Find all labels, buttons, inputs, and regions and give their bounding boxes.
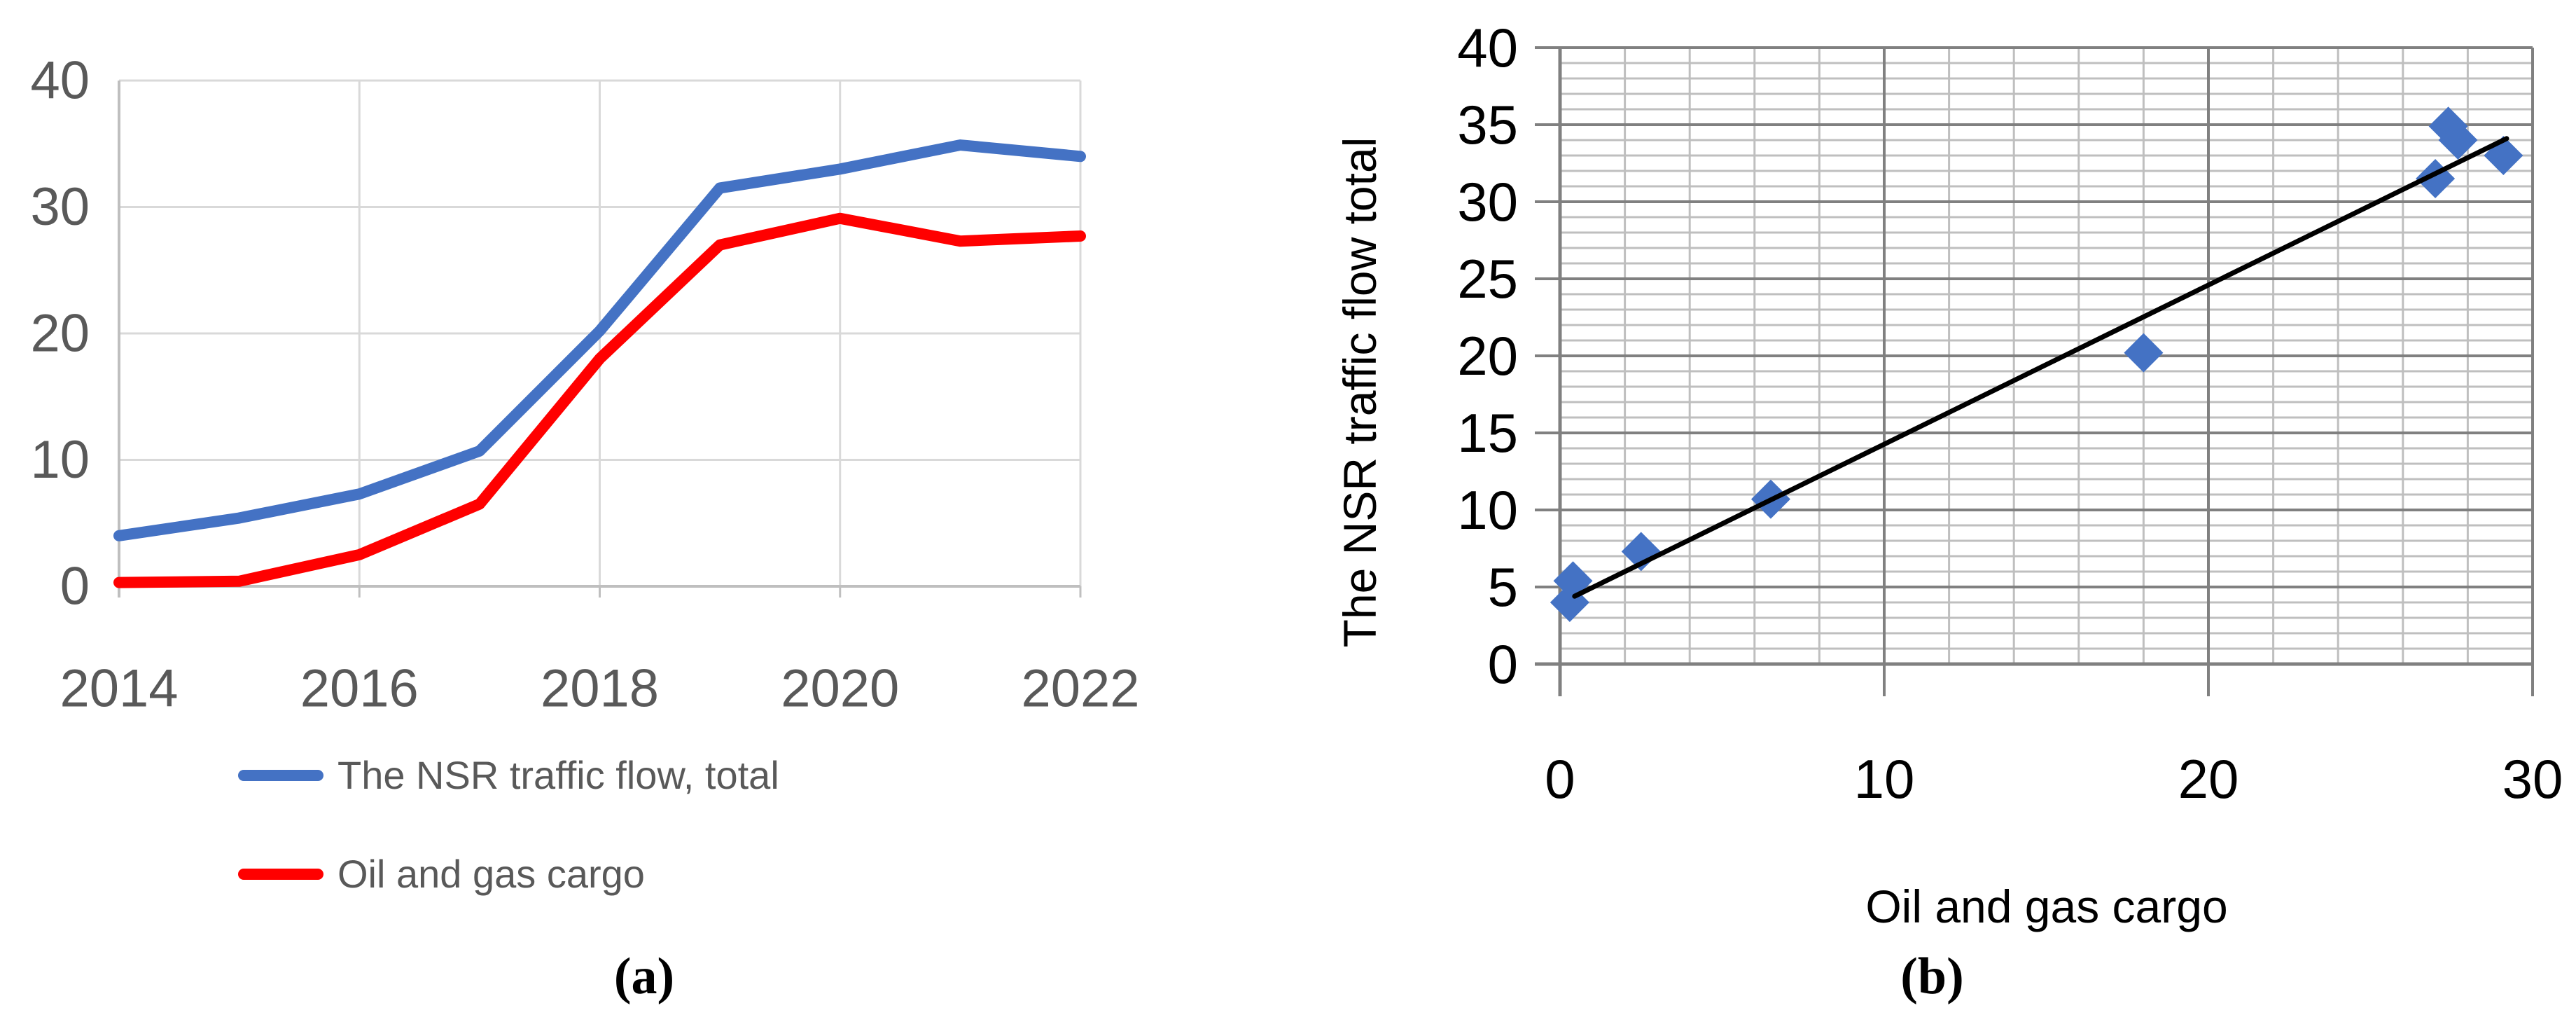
svg-text:2018: 2018 (541, 659, 659, 719)
svg-text:5: 5 (1488, 556, 1518, 618)
chart-b-major-grid (1535, 46, 2534, 696)
svg-text:30: 30 (2502, 748, 2563, 810)
legend-label-total: The NSR traffic flow, total (337, 753, 779, 797)
svg-text:0: 0 (1545, 748, 1575, 810)
svg-text:0: 0 (60, 557, 90, 616)
svg-text:2014: 2014 (60, 659, 178, 719)
svg-text:2022: 2022 (1021, 659, 1139, 719)
chart-b-trendline (1572, 136, 2509, 599)
svg-text:35: 35 (1457, 94, 1518, 156)
x-axis-title: Oil and gas cargo (1865, 881, 2228, 932)
svg-text:30: 30 (1457, 171, 1518, 233)
subfigure-caption-b: (b) (1900, 948, 1964, 1005)
svg-text:20: 20 (1457, 325, 1518, 387)
chart-a-axes (118, 81, 1082, 598)
svg-text:10: 10 (30, 430, 90, 490)
chart-b-tick-labels: 0 5 10 15 20 25 30 35 40 0 10 20 30 (1457, 17, 2563, 810)
svg-text:2016: 2016 (300, 659, 419, 719)
svg-text:25: 25 (1457, 248, 1518, 310)
y-axis-title: The NSR traffic flow total (1334, 137, 1386, 648)
legend: The NSR traffic flow, total Oil and gas … (238, 752, 779, 897)
svg-text:40: 40 (1457, 17, 1518, 78)
legend-line-swatch-blue (238, 769, 323, 781)
legend-line-swatch-red (238, 868, 323, 880)
chart-b-scatter-points (1550, 106, 2523, 622)
chart-a-series-line-0 (113, 139, 1086, 541)
svg-text:15: 15 (1457, 402, 1518, 464)
scatter-point (2124, 333, 2164, 373)
svg-text:40: 40 (30, 51, 90, 111)
svg-text:0: 0 (1488, 633, 1518, 695)
svg-text:10: 10 (1457, 479, 1518, 541)
svg-text:30: 30 (30, 177, 90, 237)
subfigure-caption-a: (a) (613, 948, 675, 1005)
chart-b-axes (1535, 48, 2533, 696)
legend-label-oil-gas: Oil and gas cargo (337, 852, 645, 896)
chart-a-series-line-1 (113, 212, 1086, 588)
chart-a-tick-labels: 0 10 20 30 40 2014 2016 2018 2020 2022 (30, 51, 1139, 719)
svg-text:20: 20 (2178, 748, 2239, 810)
legend-item-total: The NSR traffic flow, total (238, 752, 779, 798)
legend-item-oil-gas: Oil and gas cargo (238, 851, 779, 897)
svg-text:10: 10 (1854, 748, 1915, 810)
svg-text:2020: 2020 (781, 659, 899, 719)
scatter-point (2438, 120, 2478, 160)
svg-text:20: 20 (30, 304, 90, 364)
